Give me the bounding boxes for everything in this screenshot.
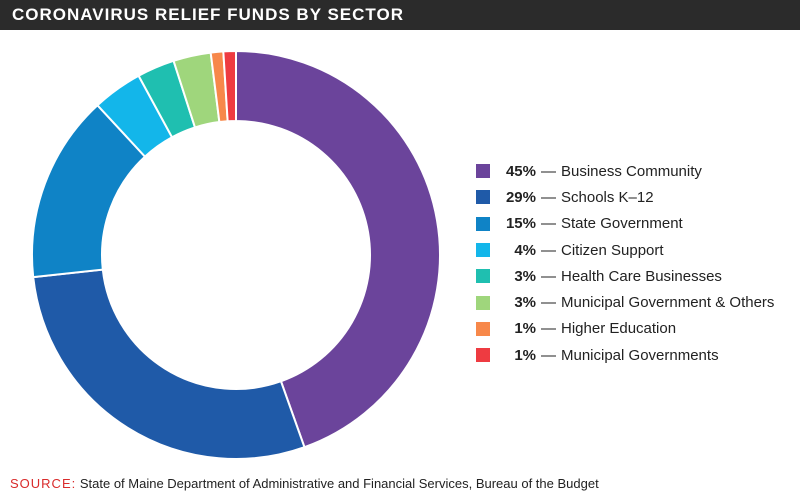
legend-label: Schools K–12 (561, 188, 654, 206)
donut-slice-business-community (235, 49, 441, 449)
legend-swatch (476, 321, 490, 336)
source-label: SOURCE: (10, 476, 77, 491)
legend-item-schools-k-12: 29% — Schools K–12 (476, 184, 774, 210)
donut-chart (31, 49, 441, 460)
chart-title: CORONAVIRUS RELIEF FUNDS BY SECTOR (12, 5, 404, 24)
legend-swatch (476, 295, 490, 310)
legend-item-municipal-governments: 1% — Municipal Governments (476, 342, 774, 368)
legend-item-state-government: 15% — State Government (476, 211, 774, 237)
legend-percent: 1% (514, 320, 536, 338)
legend-swatch (476, 164, 490, 179)
legend-label: Higher Education (561, 320, 677, 338)
legend-percent: 45% (505, 162, 536, 180)
legend-item-business-community: 45% — Business Community (476, 158, 774, 184)
legend-separator: — (541, 162, 556, 180)
legend-percent: 15% (505, 215, 536, 233)
legend-item-higher-education: 1% — Higher Education (476, 316, 774, 342)
donut-slice-schools-k-12 (32, 268, 306, 460)
legend-label: State Government (561, 215, 683, 233)
legend-item-health-care-businesses: 3% — Health Care Businesses (476, 263, 774, 289)
legend-separator: — (541, 346, 556, 364)
legend-label: Citizen Support (561, 241, 664, 259)
legend-percent: 4% (514, 241, 536, 259)
legend-label: Business Community (561, 162, 702, 180)
legend-separator: — (541, 294, 556, 312)
legend-label: Municipal Governments (561, 346, 719, 364)
legend-separator: — (541, 320, 556, 338)
legend-percent: 1% (514, 346, 536, 364)
title-bar: CORONAVIRUS RELIEF FUNDS BY SECTOR (0, 0, 800, 30)
legend-swatch (476, 243, 490, 258)
legend-separator: — (541, 241, 556, 259)
legend-label: Municipal Government & Others (561, 294, 775, 312)
legend: 45% — Business Community 29% — Schools K–12 15… (476, 158, 774, 368)
donut-slice-municipal-governments (222, 49, 237, 123)
legend-separator: — (541, 267, 556, 285)
legend-swatch (476, 216, 490, 231)
source-footer: SOURCE: State of Maine Department of Adm… (10, 476, 599, 491)
legend-separator: — (541, 215, 556, 233)
legend-swatch (476, 269, 490, 284)
legend-separator: — (541, 188, 556, 206)
legend-swatch (476, 190, 490, 205)
legend-item-municipal-government-others: 3% — Municipal Government & Others (476, 289, 774, 315)
legend-swatch (476, 348, 490, 363)
legend-percent: 3% (514, 294, 536, 312)
legend-percent: 3% (514, 267, 536, 285)
source-text: State of Maine Department of Administrat… (79, 476, 599, 491)
legend-label: Health Care Businesses (561, 267, 722, 285)
legend-item-citizen-support: 4% — Citizen Support (476, 237, 774, 263)
legend-percent: 29% (505, 188, 536, 206)
